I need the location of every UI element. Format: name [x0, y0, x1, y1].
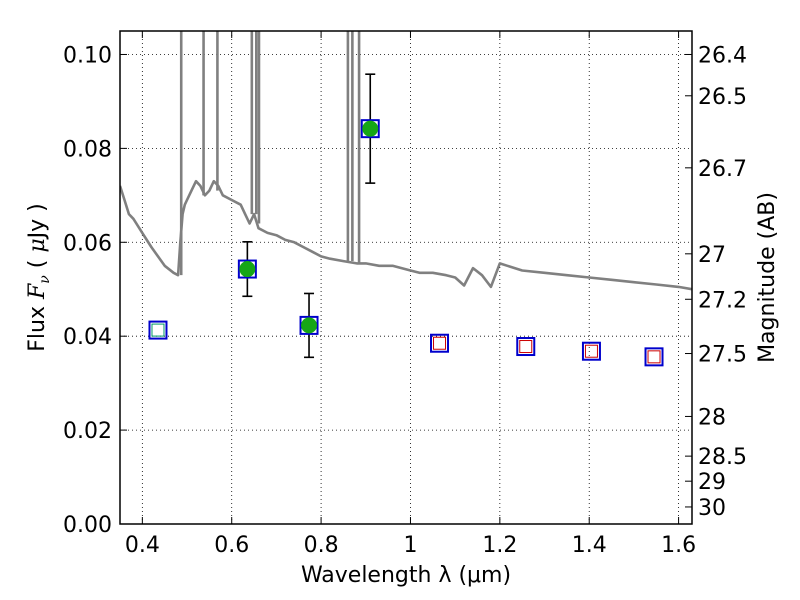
model-flux-inner-square [647, 350, 661, 364]
y-tick-label: 0.06 [63, 231, 112, 256]
ticks-layer [120, 31, 692, 525]
y2-tick-label: 29 [698, 470, 726, 495]
y2-tick-label: 26.7 [698, 157, 747, 182]
y-tick-label: 0.10 [63, 43, 112, 68]
x-tick-label: 0.6 [214, 533, 249, 558]
model-flux-square [430, 333, 450, 353]
model-flux-square [516, 337, 536, 357]
x-axis-label: Wavelength λ (μm) [301, 563, 511, 588]
model-flux-square [581, 341, 601, 361]
y-tick-label: 0.02 [63, 419, 112, 444]
y2-tick-label: 28.5 [698, 445, 747, 470]
y2-tick-label: 28 [698, 405, 726, 430]
model-flux-square [299, 315, 319, 335]
model-flux-inner-square [584, 344, 598, 358]
model-flux-inner-square [151, 323, 165, 337]
y-axis-label: Flux Fν ( μJy ) [25, 203, 53, 352]
x-tick-label: 1 [403, 533, 417, 558]
grid [120, 31, 692, 525]
y2-tick-label: 27.5 [698, 343, 747, 368]
data-points-layer [148, 73, 664, 367]
model-flux-inner-square [519, 340, 533, 354]
tick-labels-layer: 0.4 0.6 0.8 1 1.2 1.4 1.6 0.00 0.02 0.04 0.06 0.08 0… [63, 43, 747, 558]
x-tick-label: 0.4 [125, 533, 160, 558]
x-tick-label: 1.2 [482, 533, 517, 558]
model-flux-inner-square [433, 336, 447, 350]
y2-tick-label: 27 [698, 243, 726, 268]
model-flux-square [148, 320, 168, 340]
x-tick-label: 1.6 [661, 533, 696, 558]
y-tick-label: 0.04 [63, 325, 112, 350]
observed-flux-point [362, 120, 379, 137]
sed-model-layer [120, 31, 692, 291]
model-flux-square [360, 119, 380, 139]
observed-flux-point [239, 261, 256, 278]
y2-tick-label: 30 [698, 496, 726, 521]
plot-frame [119, 30, 693, 525]
sed-model-line [120, 179, 692, 291]
y2-tick-label: 26.4 [698, 43, 747, 68]
observed-flux-point [301, 317, 318, 334]
y-tick-label: 0.00 [63, 513, 112, 538]
x-tick-label: 0.8 [304, 533, 339, 558]
y2-axis-label: Magnitude (AB) [755, 192, 780, 363]
y2-tick-label: 26.5 [698, 85, 747, 110]
model-flux-square [237, 259, 257, 279]
y-tick-label: 0.08 [63, 137, 112, 162]
y2-tick-label: 27.2 [698, 288, 747, 313]
x-tick-label: 1.4 [572, 533, 607, 558]
model-flux-square [644, 347, 664, 367]
